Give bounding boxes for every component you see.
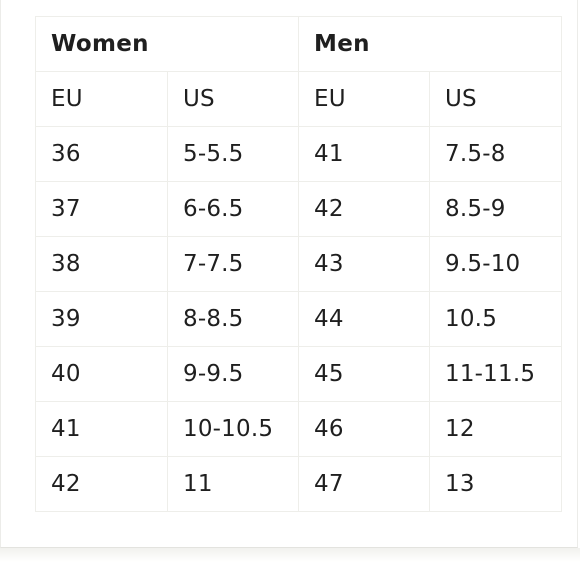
men-us-cell: 13 bbox=[429, 456, 563, 512]
group-header-row: Women Men bbox=[34, 16, 563, 72]
women-eu-cell: 40 bbox=[35, 346, 168, 402]
men-eu-cell: 46 bbox=[298, 401, 431, 457]
women-eu-cell: 36 bbox=[35, 126, 168, 182]
table-row: 38 7-7.5 43 9.5-10 bbox=[35, 236, 563, 292]
men-eu-cell: 45 bbox=[298, 346, 431, 402]
men-eu-cell: 43 bbox=[298, 236, 431, 292]
men-eu-cell: 47 bbox=[298, 456, 431, 512]
men-us-cell: 9.5-10 bbox=[429, 236, 563, 292]
women-us-cell: 8-8.5 bbox=[166, 291, 300, 347]
women-us-cell: 9-9.5 bbox=[166, 346, 300, 402]
women-eu-cell: 38 bbox=[35, 236, 168, 292]
bottom-divider-band bbox=[0, 548, 580, 580]
women-us-header: US bbox=[166, 71, 300, 127]
table-row: 42 11 47 13 bbox=[35, 456, 563, 512]
men-eu-cell: 41 bbox=[298, 126, 431, 182]
size-chart-card: Women Men EU US EU US 36 5-5.5 41 7.5-8 37 6-… bbox=[0, 0, 578, 548]
men-eu-header: EU bbox=[298, 71, 431, 127]
table-row: 40 9-9.5 45 11-11.5 bbox=[35, 346, 563, 402]
women-header: Women bbox=[34, 16, 300, 72]
table-row: 37 6-6.5 42 8.5-9 bbox=[35, 181, 563, 237]
table-row: 39 8-8.5 44 10.5 bbox=[35, 291, 563, 347]
men-us-cell: 8.5-9 bbox=[429, 181, 563, 237]
men-us-header: US bbox=[429, 71, 563, 127]
women-us-cell: 10-10.5 bbox=[166, 401, 300, 457]
men-header: Men bbox=[298, 16, 563, 72]
men-eu-cell: 42 bbox=[298, 181, 431, 237]
men-us-cell: 10.5 bbox=[429, 291, 563, 347]
women-eu-cell: 41 bbox=[35, 401, 168, 457]
table-row: 36 5-5.5 41 7.5-8 bbox=[35, 126, 563, 182]
women-us-cell: 6-6.5 bbox=[166, 181, 300, 237]
women-us-cell: 11 bbox=[166, 456, 300, 512]
women-eu-header: EU bbox=[35, 71, 168, 127]
subheader-row: EU US EU US bbox=[35, 71, 563, 127]
women-eu-cell: 42 bbox=[35, 456, 168, 512]
men-us-cell: 12 bbox=[429, 401, 563, 457]
men-us-cell: 7.5-8 bbox=[429, 126, 563, 182]
women-us-cell: 7-7.5 bbox=[166, 236, 300, 292]
women-us-cell: 5-5.5 bbox=[166, 126, 300, 182]
women-eu-cell: 37 bbox=[35, 181, 168, 237]
size-conversion-table: Women Men EU US EU US 36 5-5.5 41 7.5-8 37 6-… bbox=[34, 16, 563, 512]
men-us-cell: 11-11.5 bbox=[429, 346, 563, 402]
women-eu-cell: 39 bbox=[35, 291, 168, 347]
table-row: 41 10-10.5 46 12 bbox=[35, 401, 563, 457]
men-eu-cell: 44 bbox=[298, 291, 431, 347]
